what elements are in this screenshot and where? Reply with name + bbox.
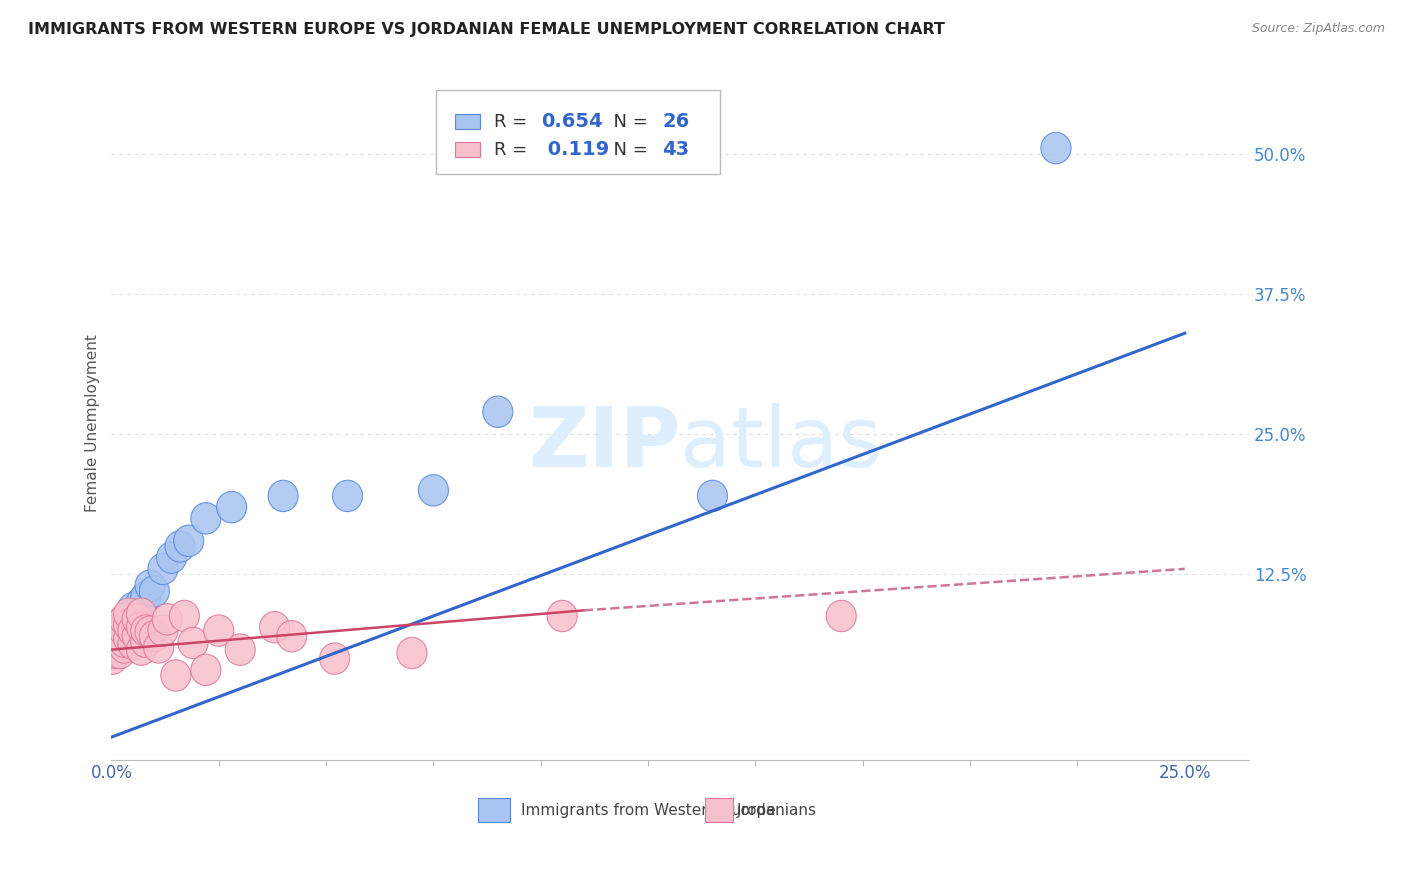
- Text: IMMIGRANTS FROM WESTERN EUROPE VS JORDANIAN FEMALE UNEMPLOYMENT CORRELATION CHAR: IMMIGRANTS FROM WESTERN EUROPE VS JORDAN…: [28, 22, 945, 37]
- Ellipse shape: [114, 598, 143, 630]
- Text: R =: R =: [494, 141, 533, 159]
- Ellipse shape: [103, 621, 134, 652]
- Ellipse shape: [135, 616, 165, 648]
- Ellipse shape: [122, 604, 152, 635]
- Text: atlas: atlas: [681, 402, 882, 483]
- Ellipse shape: [191, 503, 221, 534]
- FancyBboxPatch shape: [456, 114, 479, 129]
- Ellipse shape: [827, 600, 856, 632]
- Ellipse shape: [127, 612, 156, 643]
- Text: 0.119: 0.119: [541, 140, 610, 159]
- Ellipse shape: [105, 609, 135, 640]
- Text: Jordanians: Jordanians: [737, 803, 817, 818]
- Ellipse shape: [135, 570, 165, 601]
- Ellipse shape: [482, 396, 513, 427]
- Ellipse shape: [419, 475, 449, 506]
- Ellipse shape: [127, 634, 156, 665]
- Ellipse shape: [143, 632, 174, 663]
- Text: 0.654: 0.654: [541, 112, 603, 131]
- Ellipse shape: [131, 615, 160, 647]
- Ellipse shape: [110, 626, 139, 657]
- Ellipse shape: [179, 627, 208, 658]
- Ellipse shape: [139, 621, 169, 652]
- Ellipse shape: [156, 542, 187, 574]
- Ellipse shape: [118, 628, 148, 660]
- Ellipse shape: [110, 609, 139, 640]
- FancyBboxPatch shape: [706, 798, 733, 822]
- Ellipse shape: [169, 600, 200, 632]
- Ellipse shape: [148, 553, 179, 584]
- Ellipse shape: [152, 604, 183, 635]
- Text: Immigrants from Western Europe: Immigrants from Western Europe: [522, 803, 776, 818]
- FancyBboxPatch shape: [456, 142, 479, 157]
- Ellipse shape: [105, 615, 135, 647]
- Ellipse shape: [100, 626, 129, 657]
- Ellipse shape: [103, 632, 134, 663]
- FancyBboxPatch shape: [478, 798, 509, 822]
- Ellipse shape: [131, 626, 160, 657]
- Ellipse shape: [105, 637, 135, 669]
- Ellipse shape: [101, 637, 131, 669]
- Text: Source: ZipAtlas.com: Source: ZipAtlas.com: [1251, 22, 1385, 36]
- Ellipse shape: [122, 598, 152, 630]
- Ellipse shape: [131, 582, 160, 613]
- Ellipse shape: [118, 592, 148, 624]
- Ellipse shape: [114, 604, 143, 635]
- Ellipse shape: [101, 626, 131, 657]
- Ellipse shape: [269, 480, 298, 512]
- Ellipse shape: [396, 637, 427, 669]
- Text: N =: N =: [602, 112, 654, 131]
- Ellipse shape: [110, 604, 139, 635]
- FancyBboxPatch shape: [436, 90, 720, 174]
- Ellipse shape: [174, 525, 204, 557]
- Ellipse shape: [139, 575, 169, 607]
- Ellipse shape: [110, 623, 139, 654]
- Ellipse shape: [97, 643, 128, 674]
- Ellipse shape: [191, 654, 221, 686]
- Ellipse shape: [165, 531, 195, 562]
- Ellipse shape: [101, 615, 131, 647]
- Ellipse shape: [319, 643, 350, 674]
- Ellipse shape: [105, 632, 135, 663]
- Ellipse shape: [148, 615, 179, 647]
- Ellipse shape: [114, 623, 143, 654]
- Ellipse shape: [1040, 132, 1071, 164]
- Ellipse shape: [127, 598, 156, 630]
- Ellipse shape: [217, 491, 246, 523]
- Ellipse shape: [127, 587, 156, 618]
- Ellipse shape: [697, 480, 727, 512]
- Text: ZIP: ZIP: [527, 402, 681, 483]
- Ellipse shape: [260, 612, 290, 643]
- Ellipse shape: [160, 660, 191, 691]
- Text: R =: R =: [494, 112, 533, 131]
- Text: 26: 26: [662, 112, 689, 131]
- Ellipse shape: [110, 632, 139, 663]
- Ellipse shape: [225, 634, 256, 665]
- Ellipse shape: [101, 623, 131, 654]
- Ellipse shape: [333, 480, 363, 512]
- Ellipse shape: [110, 615, 139, 647]
- Ellipse shape: [122, 621, 152, 652]
- Ellipse shape: [118, 615, 148, 647]
- Ellipse shape: [277, 621, 307, 652]
- Ellipse shape: [547, 600, 578, 632]
- Ellipse shape: [114, 609, 143, 640]
- Text: 43: 43: [662, 140, 689, 159]
- Ellipse shape: [204, 615, 233, 647]
- Y-axis label: Female Unemployment: Female Unemployment: [86, 334, 100, 512]
- Ellipse shape: [105, 621, 135, 652]
- Text: N =: N =: [602, 141, 654, 159]
- Ellipse shape: [98, 637, 128, 669]
- Ellipse shape: [98, 634, 128, 665]
